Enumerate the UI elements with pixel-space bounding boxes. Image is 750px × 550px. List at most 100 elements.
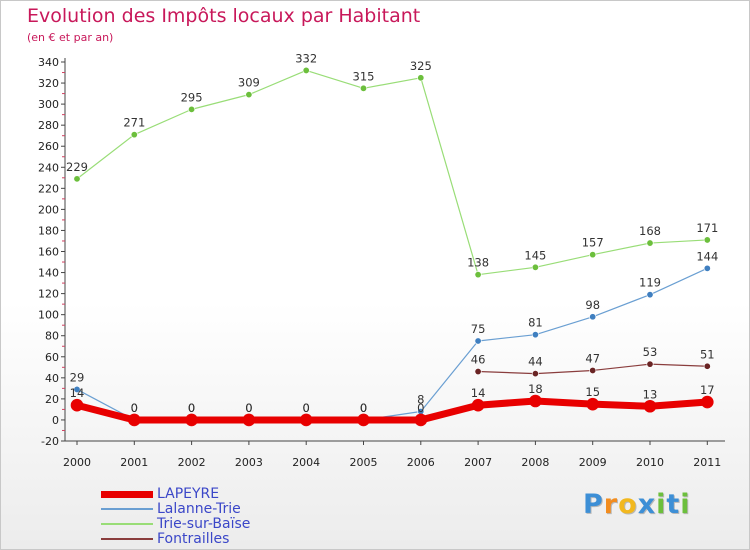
y-tick-label: 40 [45, 372, 59, 385]
data-label: 75 [471, 322, 486, 336]
data-point [700, 395, 714, 409]
data-label: 171 [696, 221, 718, 235]
x-tick-label: 2003 [235, 456, 263, 469]
data-label: 144 [696, 249, 718, 263]
legend-swatch [101, 523, 153, 525]
data-label: 0 [188, 401, 195, 415]
legend: LAPEYRE Lalanne-Trie Trie-sur-Baïse Fontrai… [101, 486, 361, 548]
data-point [474, 368, 482, 376]
data-point [302, 66, 310, 74]
data-label: 271 [123, 116, 145, 130]
data-point [188, 105, 196, 113]
data-point [414, 413, 428, 427]
y-tick-label: 340 [38, 56, 59, 69]
data-label: 13 [643, 387, 658, 401]
data-label: 98 [585, 298, 600, 312]
data-point [589, 366, 597, 374]
data-label: 0 [360, 401, 367, 415]
data-label: 81 [528, 316, 543, 330]
y-tick-label: 0 [52, 414, 59, 427]
series-trie-sur-ba-se: 229 271 295 309 332 315 325 138 145 157 168 171 [66, 51, 718, 279]
data-label: 14 [70, 386, 85, 400]
data-label: 309 [238, 76, 260, 90]
data-point [357, 413, 370, 427]
data-label: 0 [245, 401, 252, 415]
data-point [299, 413, 313, 427]
y-tick-label: 140 [38, 267, 59, 280]
chart-subtitle: (en € et par an) [27, 31, 114, 44]
y-tick-label: 280 [38, 119, 59, 132]
data-label: 8 [417, 393, 424, 407]
data-label: 17 [700, 383, 715, 397]
y-tick-label: 80 [45, 330, 59, 343]
data-point [242, 413, 256, 427]
legend-item: Fontrailles [101, 531, 361, 547]
legend-swatch [101, 538, 153, 540]
y-tick-label: 160 [38, 246, 59, 259]
y-tick-label: 320 [38, 77, 59, 90]
logo-letter: x [637, 489, 657, 520]
legend-swatch [101, 508, 153, 510]
x-tick-label: 2002 [178, 456, 206, 469]
series-line [73, 397, 711, 424]
data-label: 315 [353, 69, 375, 83]
data-point [646, 291, 654, 299]
data-label: 14 [471, 386, 486, 400]
y-tick-label: -20 [41, 435, 59, 448]
legend-swatch [101, 490, 153, 498]
x-tick-label: 2008 [521, 456, 549, 469]
data-point [70, 398, 84, 412]
legend-label: Lalanne-Trie [157, 501, 241, 517]
data-point [646, 360, 654, 368]
logo-letter: o [618, 489, 638, 520]
data-point [474, 337, 482, 345]
x-tick-label: 2005 [350, 456, 378, 469]
data-point [589, 251, 597, 259]
data-label: 51 [700, 347, 715, 361]
logo-letter: i [680, 489, 691, 520]
x-tick-label: 2011 [693, 456, 721, 469]
legend-label: Fontrailles [157, 531, 230, 547]
y-tick-label: 120 [38, 288, 59, 301]
series-line [76, 267, 708, 421]
data-point [245, 91, 253, 99]
chart-title: Evolution des Impôts locaux par Habitant [27, 5, 421, 27]
data-label: 295 [181, 90, 203, 104]
data-label: 157 [582, 236, 604, 250]
y-tick-label: 180 [38, 224, 59, 237]
data-label: 47 [585, 351, 600, 365]
chart-axes: -200204060801001201401601802002202402602… [38, 56, 725, 469]
data-point [703, 264, 711, 272]
data-label: 0 [303, 401, 310, 415]
data-label: 0 [131, 401, 138, 415]
data-label: 332 [295, 51, 317, 65]
y-tick-label: 300 [38, 98, 59, 111]
data-point [128, 413, 141, 427]
data-point [185, 413, 198, 427]
data-label: 0 [360, 401, 367, 415]
logo-letter: i [656, 489, 667, 520]
legend-label: LAPEYRE [157, 486, 220, 502]
series-fontrailles: 46 44 47 53 51 [471, 345, 715, 378]
data-label: 0 [303, 401, 310, 415]
data-point [531, 370, 539, 378]
data-point [643, 399, 657, 413]
data-point [703, 236, 711, 244]
proxiti-logo: Proxiti [583, 489, 691, 520]
legend-item: Trie-sur-Baïse [101, 516, 361, 532]
data-point [589, 313, 597, 321]
data-label: 18 [528, 382, 543, 396]
data-label: 53 [643, 345, 658, 359]
data-point [703, 362, 711, 370]
data-label: 145 [524, 248, 546, 262]
y-tick-label: 100 [38, 309, 59, 322]
logo-letter: t [666, 489, 681, 520]
data-label: 44 [528, 355, 543, 369]
data-label: 325 [410, 59, 432, 73]
y-tick-label: 60 [45, 351, 59, 364]
data-label: 46 [471, 353, 486, 367]
